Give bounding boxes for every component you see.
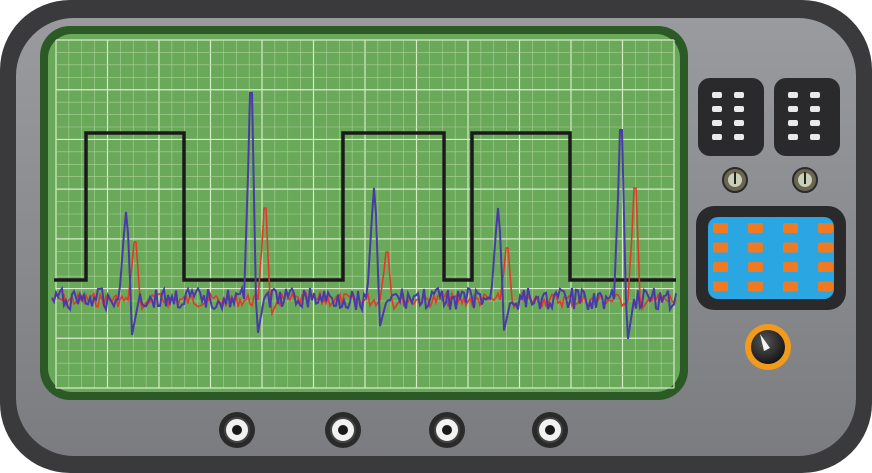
switch-button[interactable] xyxy=(788,92,798,98)
indicator-right xyxy=(793,168,817,192)
indicator-left xyxy=(723,168,747,192)
bnc-connector-1[interactable] xyxy=(219,412,255,448)
connector-pin xyxy=(338,425,348,435)
switch-bank-left-frame xyxy=(698,78,764,156)
keypad-key[interactable] xyxy=(783,243,798,253)
switch-button[interactable] xyxy=(712,134,722,140)
keypad-key[interactable] xyxy=(818,243,833,253)
bnc-connector-4[interactable] xyxy=(532,412,568,448)
connector-pin xyxy=(545,425,555,435)
keypad-key[interactable] xyxy=(748,223,763,233)
keypad-key[interactable] xyxy=(713,262,728,272)
bnc-connector-3[interactable] xyxy=(429,412,465,448)
switch-button[interactable] xyxy=(788,106,798,112)
keypad-key[interactable] xyxy=(748,243,763,253)
switch-bank-left xyxy=(698,78,764,156)
switch-button[interactable] xyxy=(788,134,798,140)
keypad-key[interactable] xyxy=(818,282,833,292)
keypad-key[interactable] xyxy=(783,282,798,292)
switch-button[interactable] xyxy=(712,106,722,112)
keypad-key[interactable] xyxy=(748,282,763,292)
switch-button[interactable] xyxy=(734,92,744,98)
connector-pin xyxy=(232,425,242,435)
switch-button[interactable] xyxy=(788,120,798,126)
keypad-key[interactable] xyxy=(713,243,728,253)
switch-button[interactable] xyxy=(810,134,820,140)
switch-bank-right xyxy=(774,78,840,156)
switch-button[interactable] xyxy=(810,120,820,126)
keypad-key[interactable] xyxy=(713,282,728,292)
switch-button[interactable] xyxy=(810,92,820,98)
switch-button[interactable] xyxy=(734,106,744,112)
keypad-key[interactable] xyxy=(783,223,798,233)
switch-button[interactable] xyxy=(734,120,744,126)
switch-button[interactable] xyxy=(810,106,820,112)
connector-pin xyxy=(442,425,452,435)
switch-button[interactable] xyxy=(712,120,722,126)
keypad-key[interactable] xyxy=(748,262,763,272)
bnc-connector-2[interactable] xyxy=(325,412,361,448)
switch-button[interactable] xyxy=(734,134,744,140)
keypad-key[interactable] xyxy=(713,223,728,233)
switch-button[interactable] xyxy=(712,92,722,98)
keypad-key[interactable] xyxy=(818,223,833,233)
switch-bank-right-frame xyxy=(774,78,840,156)
main-knob[interactable] xyxy=(745,324,791,370)
keypad-key[interactable] xyxy=(783,262,798,272)
keypad-key[interactable] xyxy=(818,262,833,272)
